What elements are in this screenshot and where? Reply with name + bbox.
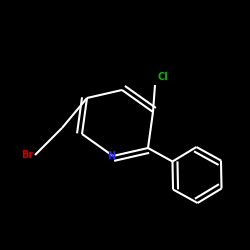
Text: Br: Br [21,150,33,160]
Text: Cl: Cl [157,72,168,82]
Text: N: N [107,151,115,161]
